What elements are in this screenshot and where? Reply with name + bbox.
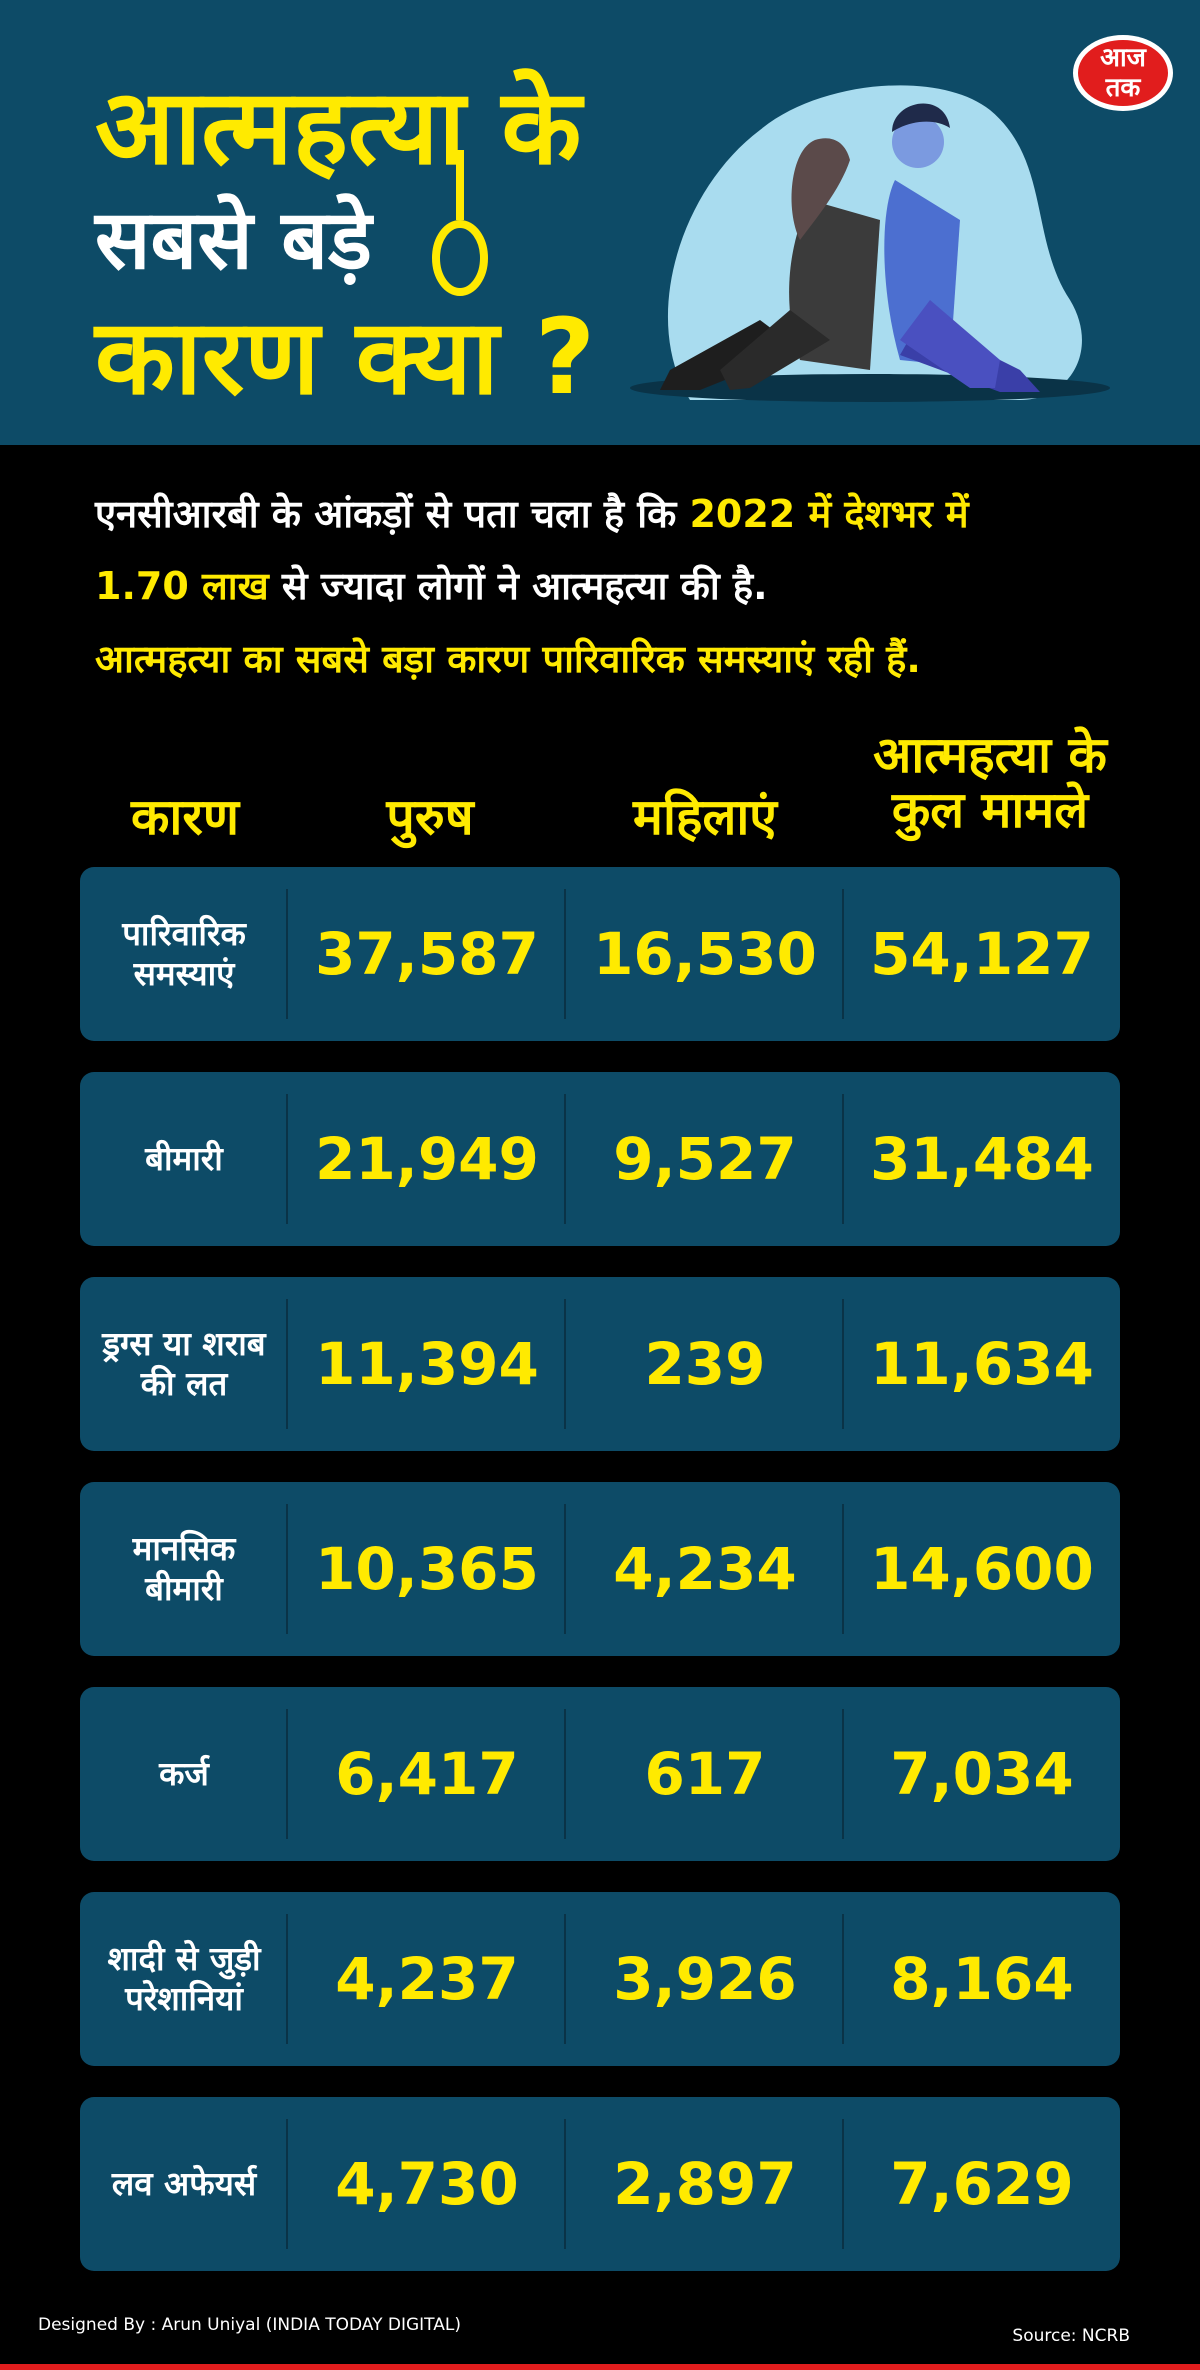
row-cause-text: बीमारी (145, 1139, 223, 1179)
column-divider (286, 2119, 288, 2249)
table-row: मानसिक बीमारी 10,365 4,234 14,600 (80, 1482, 1120, 1656)
row-cause-text: ड्रग्स या शराब की लत (102, 1324, 266, 1403)
header-total: आत्महत्या के कुल मामले (840, 728, 1140, 838)
column-divider (564, 1504, 566, 1634)
header-total-line-2: कुल मामले (891, 781, 1089, 839)
row-cause: शादी से जुड़ी परेशानियां (80, 1892, 288, 2066)
column-divider (564, 1299, 566, 1429)
row-men-value: 4,730 (335, 2150, 519, 2218)
table-row: शादी से जुड़ी परेशानियां 4,237 3,926 8,1… (80, 1892, 1120, 2066)
table-row: लव अफेयर्स 4,730 2,897 7,629 (80, 2097, 1120, 2271)
column-divider (286, 1504, 288, 1634)
column-divider (842, 1914, 844, 2044)
column-divider (842, 1709, 844, 1839)
row-men-value: 4,237 (335, 1945, 519, 2013)
row-women-value: 9,527 (613, 1125, 797, 1193)
table-row: बीमारी 21,949 9,527 31,484 (80, 1072, 1120, 1246)
row-total-value: 7,629 (890, 2150, 1074, 2218)
header-women: महिलाएं (633, 788, 777, 846)
row-total-value: 11,634 (870, 1330, 1094, 1398)
column-divider (842, 2119, 844, 2249)
row-cause-text: मानसिक बीमारी (132, 1529, 236, 1608)
column-divider (286, 1709, 288, 1839)
couple-illustration (630, 85, 1110, 402)
source-credit: Source: NCRB (1012, 2326, 1130, 2346)
column-divider (842, 1299, 844, 1429)
row-cause-text: शादी से जुड़ी परेशानियां (107, 1939, 261, 2018)
row-total-value: 54,127 (870, 920, 1094, 988)
row-men-value: 11,394 (315, 1330, 539, 1398)
title-line-1: आत्महत्या के (95, 66, 582, 188)
header-men: पुरुष (386, 788, 474, 846)
logo-text-1: आज (1100, 43, 1148, 73)
title-line-3: कारण क्या ? (95, 296, 596, 418)
table-row: पारिवारिक समस्याएं 37,587 16,530 54,127 (80, 867, 1120, 1041)
column-divider (842, 1504, 844, 1634)
column-divider (286, 1094, 288, 1224)
bottom-accent-bar (0, 2364, 1200, 2370)
column-divider (842, 889, 844, 1019)
logo-text-2: तक (1105, 73, 1142, 103)
row-cause: ड्रग्स या शराब की लत (80, 1277, 288, 1451)
row-women-value: 2,897 (613, 2150, 797, 2218)
row-women-value: 16,530 (593, 920, 817, 988)
intro-line-2: 1.70 लाख से ज्यादा लोगों ने आत्महत्या की… (95, 567, 1135, 605)
row-cause: पारिवारिक समस्याएं (80, 867, 288, 1041)
table-row: ड्रग्स या शराब की लत 11,394 239 11,634 (80, 1277, 1120, 1451)
row-total-value: 31,484 (870, 1125, 1094, 1193)
intro-line-1: एनसीआरबी के आंकड़ों से पता चला है कि 202… (95, 495, 1135, 533)
table-row: कर्ज 6,417 617 7,034 (80, 1687, 1120, 1861)
header-total-line-1: आत्महत्या के (873, 726, 1107, 784)
row-men-value: 6,417 (335, 1740, 519, 1808)
noose-icon (432, 150, 488, 296)
row-cause: बीमारी (80, 1072, 288, 1246)
intro-line-2-part-2: से ज्यादा लोगों ने आत्महत्या की है. (268, 564, 768, 608)
column-divider (564, 1094, 566, 1224)
row-men-value: 37,587 (315, 920, 539, 988)
column-divider (564, 1709, 566, 1839)
column-divider (286, 1299, 288, 1429)
intro-line-1-part-2: 2022 में देशभर में (689, 492, 969, 536)
column-divider (564, 1914, 566, 2044)
row-women-value: 3,926 (613, 1945, 797, 2013)
row-men-value: 10,365 (315, 1535, 539, 1603)
designer-credit: Designed By : Arun Uniyal (INDIA TODAY D… (38, 2315, 461, 2335)
row-men-value: 21,949 (315, 1125, 539, 1193)
title-line-2: सबसे बड़े (95, 193, 372, 288)
row-cause-text: पारिवारिक समस्याएं (122, 914, 246, 993)
aaj-tak-logo: आज तक (1073, 35, 1173, 111)
column-divider (564, 2119, 566, 2249)
row-cause-text: कर्ज (159, 1754, 209, 1794)
row-total-value: 14,600 (870, 1535, 1094, 1603)
column-divider (842, 1094, 844, 1224)
intro-line-1-part-1: एनसीआरबी के आंकड़ों से पता चला है कि (95, 492, 690, 536)
row-women-value: 239 (644, 1330, 766, 1398)
row-cause: मानसिक बीमारी (80, 1482, 288, 1656)
row-cause: लव अफेयर्स (80, 2097, 288, 2271)
column-divider (286, 1914, 288, 2044)
intro-line-3: आत्महत्या का सबसे बड़ा कारण पारिवारिक सम… (95, 637, 921, 681)
header-banner: आत्महत्या के सबसे बड़े कारण क्या ? आज तक (0, 0, 1200, 445)
row-total-value: 7,034 (890, 1740, 1074, 1808)
row-women-value: 617 (644, 1740, 766, 1808)
intro-line-2-part-1: 1.70 लाख (95, 564, 269, 608)
column-divider (564, 889, 566, 1019)
row-total-value: 8,164 (890, 1945, 1074, 2013)
header-cause: कारण (131, 788, 239, 846)
row-cause-text: लव अफेयर्स (111, 2164, 257, 2204)
row-women-value: 4,234 (613, 1535, 797, 1603)
row-cause: कर्ज (80, 1687, 288, 1861)
column-divider (286, 889, 288, 1019)
